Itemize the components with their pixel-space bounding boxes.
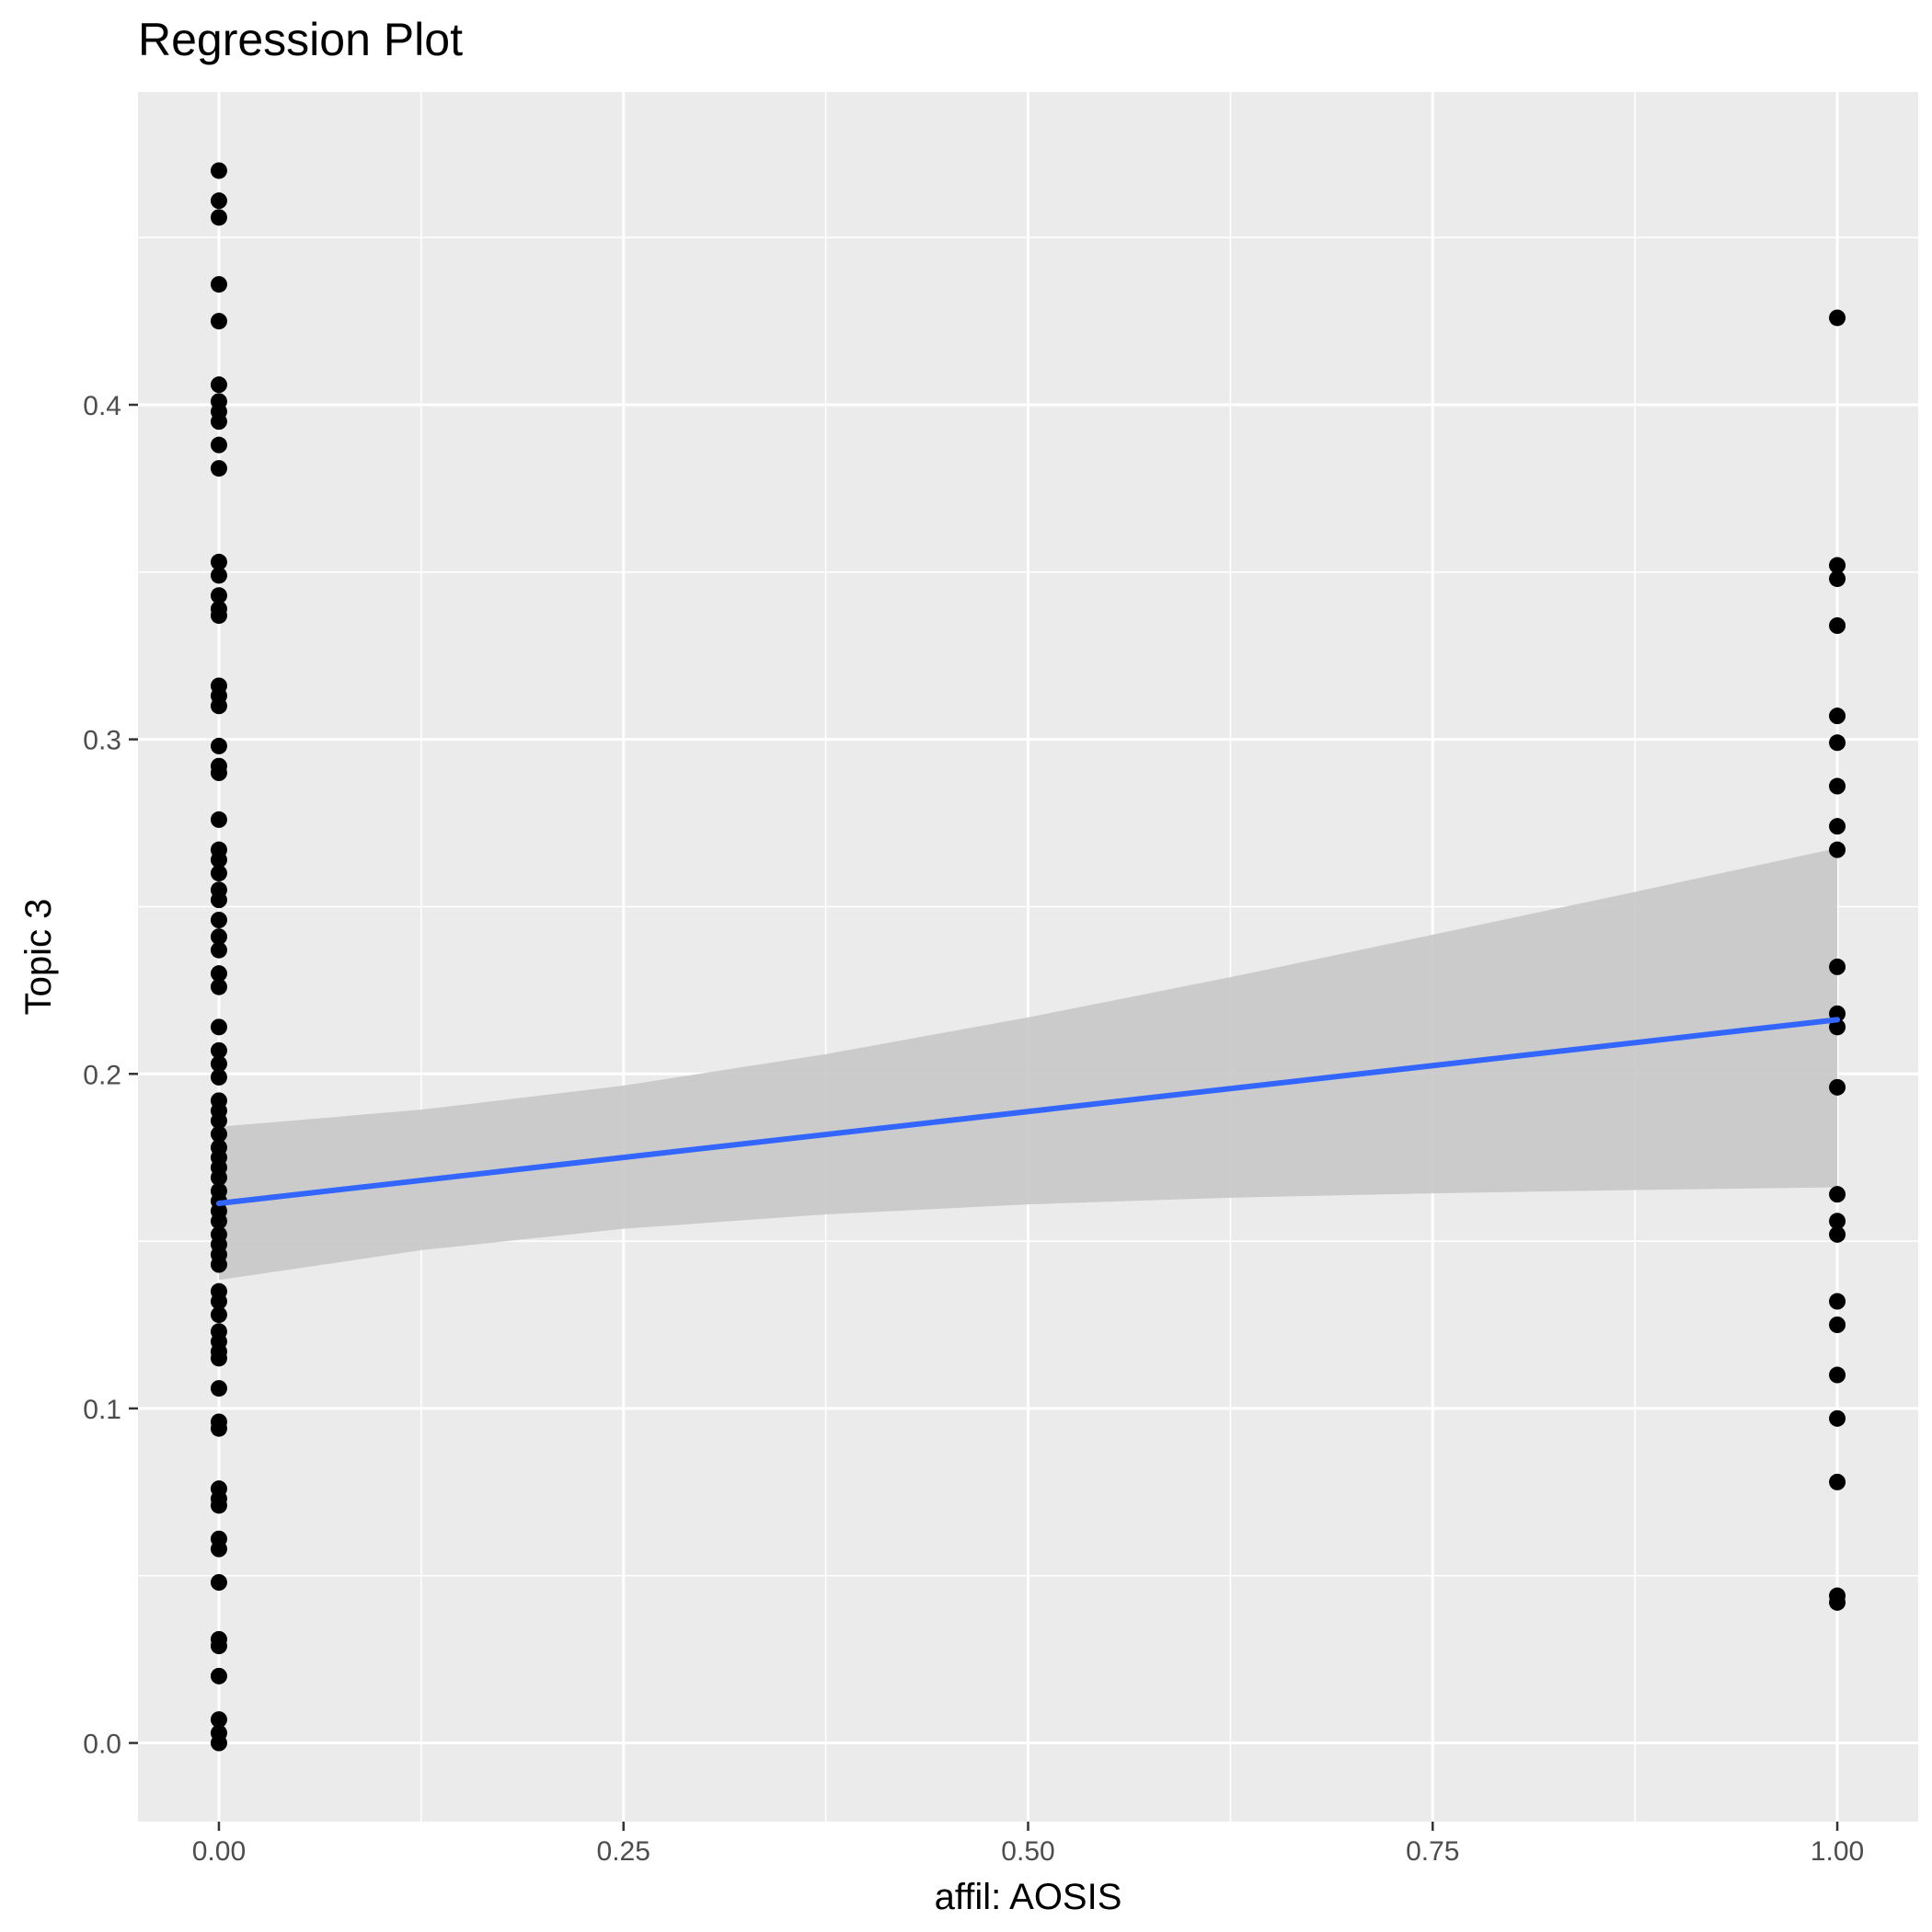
data-point <box>210 1112 227 1130</box>
data-point <box>210 413 227 431</box>
data-point <box>1829 309 1846 327</box>
y-tick-label: 0.4 <box>83 391 121 421</box>
data-point <box>1829 1317 1846 1333</box>
data-point <box>1829 557 1846 574</box>
x-tick-label: 0.50 <box>1001 1836 1054 1867</box>
data-point <box>210 1306 227 1324</box>
data-point <box>210 607 227 625</box>
data-point <box>210 941 227 959</box>
data-point <box>1829 707 1846 725</box>
data-point <box>210 851 227 868</box>
data-point <box>210 928 227 946</box>
data-points <box>210 162 1846 1752</box>
data-point <box>210 737 227 754</box>
data-point <box>210 1711 227 1729</box>
data-point <box>210 697 227 715</box>
y-tick-label: 0.2 <box>83 1060 121 1090</box>
data-point <box>210 192 227 210</box>
data-point <box>210 1540 227 1558</box>
data-point <box>1829 1293 1846 1310</box>
data-point <box>210 313 227 330</box>
data-point <box>1829 570 1846 588</box>
y-tick-label: 0.1 <box>83 1395 121 1425</box>
x-tick-label: 0.25 <box>597 1836 650 1867</box>
data-point <box>210 1420 227 1437</box>
data-point <box>210 376 227 394</box>
data-point <box>1829 1213 1846 1230</box>
data-point <box>210 1125 227 1143</box>
chart-title: Regression Plot <box>138 14 463 65</box>
data-point <box>210 1350 227 1367</box>
data-point <box>1829 841 1846 858</box>
data-point <box>210 765 227 781</box>
data-point <box>210 1667 227 1685</box>
data-point <box>1829 1366 1846 1384</box>
data-point <box>210 553 227 570</box>
data-point <box>1829 1409 1846 1427</box>
data-point <box>210 460 227 477</box>
data-point <box>210 1734 227 1752</box>
data-point <box>1829 617 1846 634</box>
data-point <box>210 276 227 293</box>
data-point <box>1829 1473 1846 1490</box>
regression-line <box>215 1017 1841 1206</box>
data-point <box>210 1018 227 1036</box>
confidence-band-layer <box>218 847 1838 1281</box>
x-tick-label: 0.75 <box>1406 1836 1459 1867</box>
data-point <box>1829 734 1846 752</box>
data-point <box>210 1638 227 1655</box>
data-point <box>1829 1225 1846 1243</box>
data-point <box>210 1055 227 1073</box>
data-point <box>210 1574 227 1591</box>
data-point <box>1829 958 1846 975</box>
data-point <box>210 865 227 882</box>
y-axis: 0.0 0.1 0.2 0.3 0.4 <box>83 391 138 1760</box>
data-point <box>210 1213 227 1230</box>
data-point <box>210 811 227 828</box>
data-point <box>210 912 227 928</box>
data-point <box>210 978 227 995</box>
data-point <box>210 1068 227 1086</box>
data-point <box>210 1497 227 1514</box>
data-point <box>1829 818 1846 835</box>
regression-line-layer <box>215 1017 1841 1206</box>
data-point <box>210 209 227 226</box>
data-point <box>1829 777 1846 795</box>
x-axis: 0.00 0.25 0.50 0.75 1.00 <box>192 1822 1864 1867</box>
data-point <box>210 965 227 983</box>
y-axis-title: Topic 3 <box>18 899 59 1016</box>
y-tick-label: 0.0 <box>83 1730 121 1760</box>
data-point <box>1829 1186 1846 1203</box>
data-point <box>210 1380 227 1397</box>
data-point <box>210 1041 227 1059</box>
data-point <box>210 891 227 909</box>
data-point <box>210 587 227 604</box>
x-axis-title: affil: AOSIS <box>935 1877 1122 1917</box>
x-tick-label: 1.00 <box>1811 1836 1864 1867</box>
data-point <box>210 1293 227 1310</box>
data-point <box>210 436 227 454</box>
confidence-band <box>218 847 1838 1281</box>
x-tick-label: 0.00 <box>192 1836 246 1867</box>
data-point <box>210 162 227 179</box>
data-point <box>210 1169 227 1186</box>
data-point <box>210 1256 227 1273</box>
y-tick-label: 0.3 <box>83 726 121 756</box>
data-point <box>210 567 227 584</box>
data-point <box>1829 1593 1846 1611</box>
data-point <box>1829 1078 1846 1096</box>
